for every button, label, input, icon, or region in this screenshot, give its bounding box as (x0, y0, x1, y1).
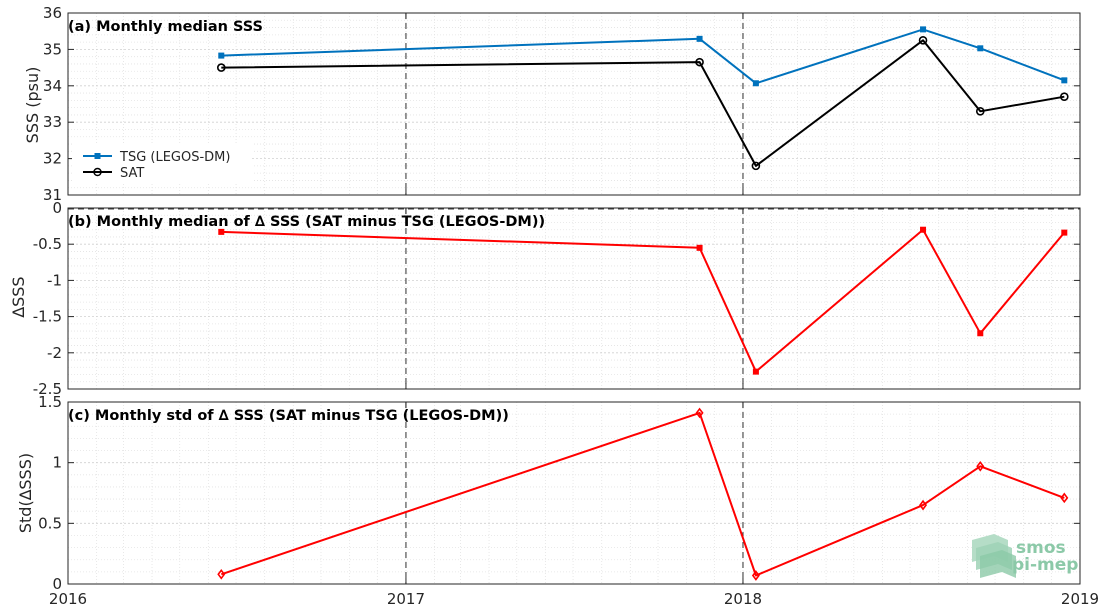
data-point (1061, 77, 1068, 84)
y-tick-label: 35 (43, 40, 62, 58)
y-tick-label: -2 (47, 344, 62, 362)
y-tick-label: 0.5 (38, 514, 62, 532)
panel-a-title: (a) Monthly median SSS (68, 19, 263, 35)
logo-waves-icon (972, 534, 1016, 578)
x-tick-label: 2017 (387, 590, 425, 608)
series-line-2-0 (220, 411, 1065, 577)
panel-c-title: (c) Monthly std of ∆ SSS (SAT minus TSG … (68, 408, 509, 424)
logo-line1: smos (1016, 538, 1066, 558)
data-point (977, 330, 984, 337)
y-tick-label: -1 (47, 271, 62, 289)
data-point (218, 228, 225, 235)
panel-2-background (68, 402, 1080, 584)
data-point (217, 568, 226, 580)
series-line-0-0 (221, 28, 1065, 85)
data-point (920, 26, 927, 33)
series-layer (216, 26, 1069, 581)
y-tick-label: -1.5 (33, 308, 62, 326)
y-tick-label: 0 (52, 199, 62, 217)
data-point (751, 161, 761, 171)
panel-c-ylabel: Std(∆SSS) (16, 453, 35, 533)
series-line-1-0 (221, 228, 1066, 373)
legend-label-sat: SAT (120, 166, 144, 181)
y-tick-label: 0 (52, 575, 62, 593)
data-point (751, 570, 760, 581)
data-point (918, 35, 928, 45)
smos-pi-mep-logo: smos pi-mep (972, 534, 1078, 578)
panel-1-background (68, 208, 1080, 389)
data-point (1060, 92, 1069, 102)
text-layer: (a) Monthly median SSS (b) Monthly media… (9, 4, 1099, 608)
legend-marker-tsg (94, 153, 101, 159)
panel-b-ylabel: ∆SSS (9, 276, 28, 318)
data-point (975, 106, 985, 116)
x-tick-label: 2019 (1061, 590, 1099, 608)
panel-b-title: (b) Monthly median of ∆ SSS (SAT minus T… (68, 214, 545, 230)
data-point (696, 35, 703, 42)
y-tick-label: 1.5 (38, 393, 62, 411)
legend: TSG (LEGOS-DM) SAT (72, 143, 252, 183)
data-point (1060, 492, 1069, 504)
data-point (216, 63, 226, 72)
y-tick-label: -0.5 (33, 235, 62, 253)
grid-layer (68, 12, 1080, 585)
axes-frames (67, 12, 1081, 585)
y-tick-label: 32 (43, 150, 62, 168)
y-tick-label: 36 (43, 4, 62, 22)
y-tick-label: 34 (43, 77, 62, 95)
y-tick-label: 33 (43, 113, 62, 131)
x-tick-label: 2016 (49, 590, 87, 608)
y-tick-label: 31 (43, 186, 62, 204)
x-tick-label: 2018 (724, 590, 762, 608)
data-point (977, 45, 984, 52)
series-line-0-1 (221, 39, 1065, 167)
data-point (752, 368, 759, 375)
panel-a-ylabel: SSS (psu) (23, 67, 42, 144)
panel-2-frame (67, 401, 1081, 585)
data-point (976, 460, 985, 472)
panel-1-frame (67, 207, 1081, 390)
data-point (920, 226, 927, 233)
legend-marker-sat (93, 167, 102, 177)
data-point (752, 80, 759, 87)
data-point (696, 244, 703, 251)
y-tick-label: -2.5 (33, 380, 62, 398)
data-point (695, 407, 704, 419)
logo-line2: pi-mep (1012, 555, 1078, 575)
legend-label-tsg: TSG (LEGOS-DM) (119, 150, 230, 165)
data-point (695, 57, 704, 67)
data-point (919, 499, 928, 511)
panel-0-frame (67, 12, 1081, 196)
data-point (1061, 229, 1068, 236)
legend-box (72, 143, 252, 183)
y-tick-label: 1 (52, 454, 62, 472)
data-point (218, 52, 225, 59)
